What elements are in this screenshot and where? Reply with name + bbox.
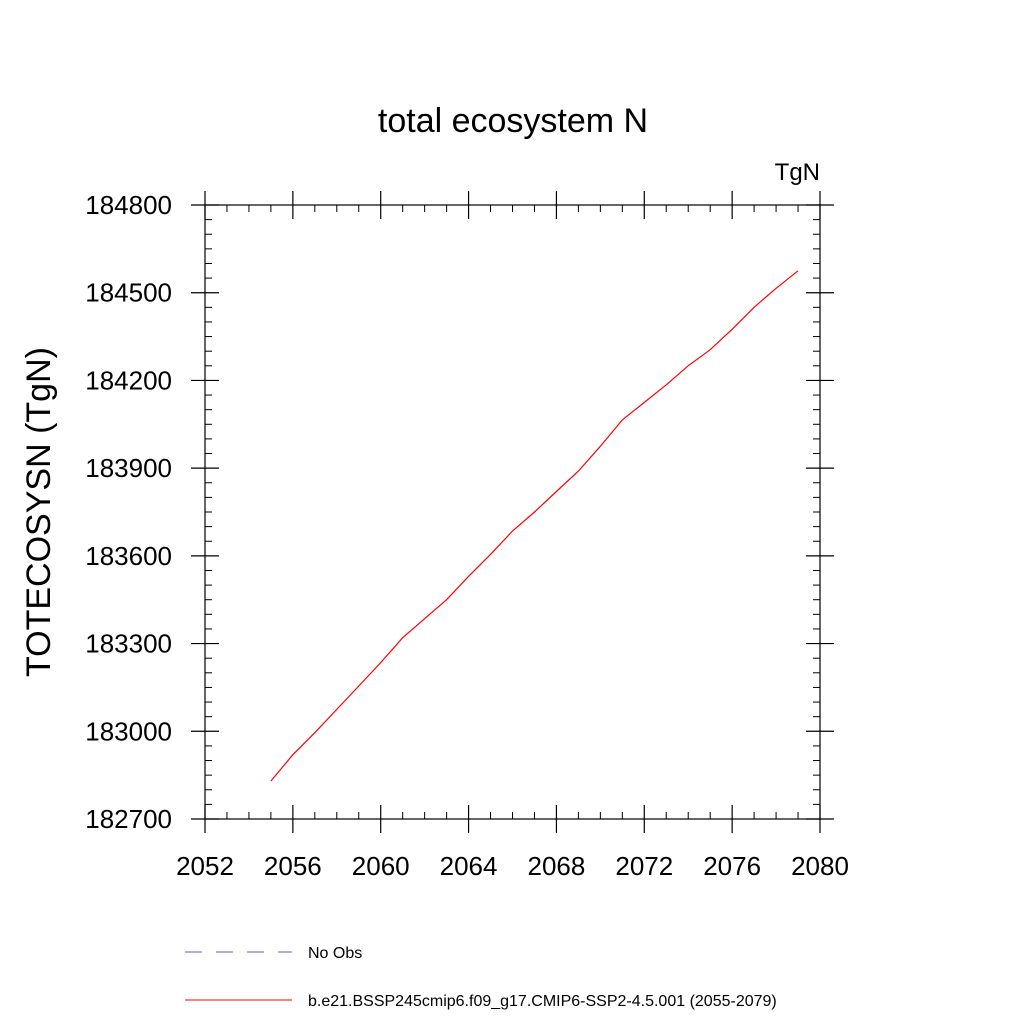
x-tick-label: 2052 (176, 851, 234, 881)
y-tick-label: 184800 (85, 190, 172, 220)
units-label: TgN (775, 159, 820, 186)
y-tick-label: 184200 (85, 365, 172, 395)
x-tick-label: 2076 (703, 851, 761, 881)
series-layer (270, 270, 799, 782)
chart-title: total ecosystem N (378, 102, 648, 140)
legend-label-0: No Obs (308, 945, 362, 962)
legend: No Obs b.e21.BSSP245cmip6.f09_g17.CMIP6-S… (185, 945, 777, 1010)
x-tick-label: 2072 (615, 851, 673, 881)
x-tick-label: 2080 (791, 851, 849, 881)
y-tick-label: 183600 (85, 541, 172, 571)
y-tick-label: 184500 (85, 278, 172, 308)
y-tick-label: 183300 (85, 629, 172, 659)
axis-ticks (191, 191, 834, 833)
x-tick-label: 2068 (528, 851, 586, 881)
series-line-0 (270, 270, 799, 782)
y-tick-label: 182700 (85, 804, 172, 834)
x-tick-label: 2060 (352, 851, 410, 881)
y-axis-label: TOTECOSYSN (TgN) (20, 347, 58, 677)
x-tick-label: 2064 (440, 851, 498, 881)
x-tick-label: 2056 (264, 851, 322, 881)
tick-labels: 2052 2056 2060 2064 2068 2072 2076 2080 182700 18… (85, 190, 849, 881)
plot-frame (204, 204, 821, 820)
legend-label-1: b.e21.BSSP245cmip6.f09_g17.CMIP6-SSP2-4.… (308, 993, 777, 1010)
y-tick-label: 183900 (85, 453, 172, 483)
y-tick-label: 183000 (85, 716, 172, 746)
